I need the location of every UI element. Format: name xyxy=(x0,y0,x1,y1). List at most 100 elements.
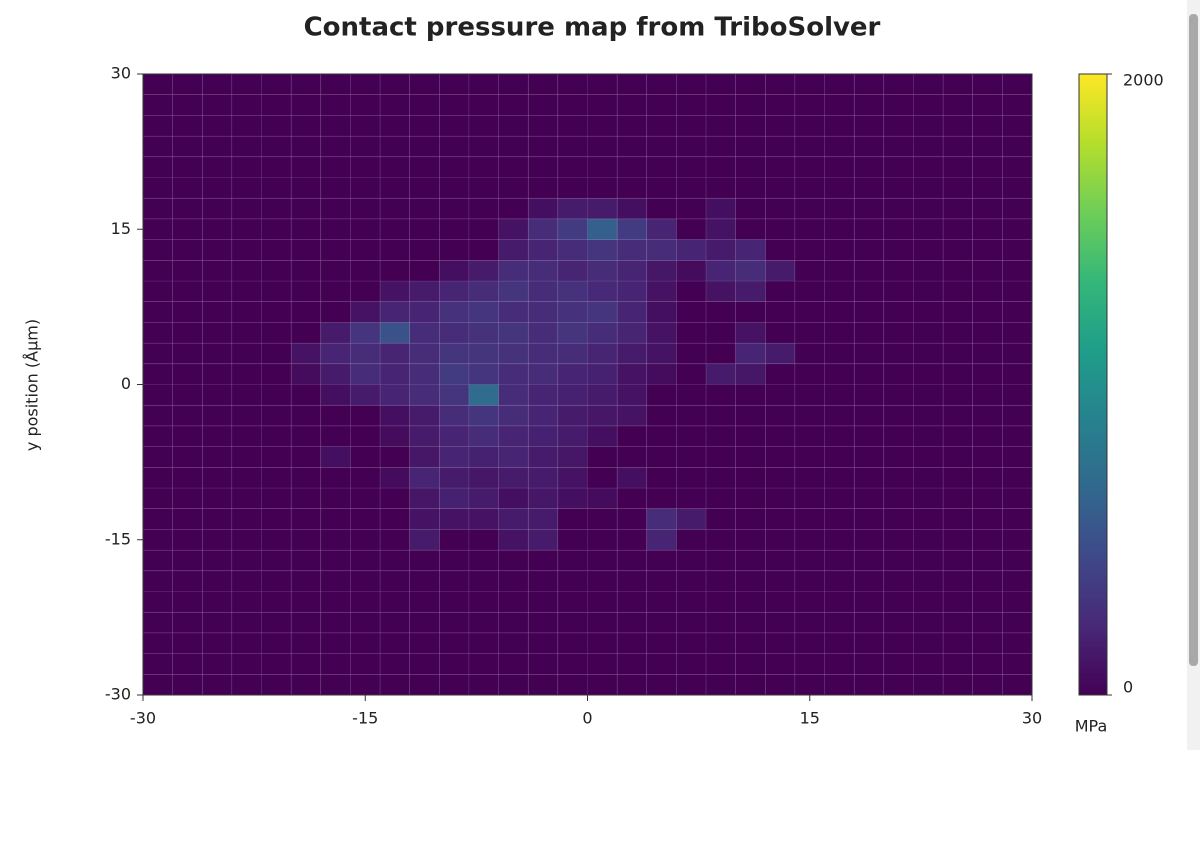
heatmap-cell xyxy=(290,549,322,572)
heatmap-cell xyxy=(972,549,1003,572)
heatmap-cell xyxy=(498,177,529,199)
heatmap-cell xyxy=(1002,446,1033,468)
heatmap-cell xyxy=(705,508,736,530)
heatmap-cell xyxy=(972,73,1003,96)
heatmap-cell xyxy=(794,570,825,592)
heatmap-cell xyxy=(142,177,173,199)
heatmap-cell xyxy=(439,425,470,447)
heatmap-cell xyxy=(705,156,736,178)
heatmap-cell xyxy=(913,466,944,489)
heatmap-cell xyxy=(172,115,203,137)
heatmap-cell xyxy=(913,570,944,592)
heatmap-cell xyxy=(409,363,440,385)
heatmap-cell xyxy=(350,425,381,447)
heatmap-cell xyxy=(883,549,914,572)
heatmap-cell xyxy=(1002,322,1033,344)
heatmap-cell xyxy=(409,446,440,468)
heatmap-cell xyxy=(853,177,885,199)
heatmap-cell xyxy=(172,446,203,468)
heatmap-cell xyxy=(676,570,707,592)
heatmap-cell xyxy=(942,549,974,572)
heatmap-cell xyxy=(201,239,233,261)
heatmap-cell xyxy=(231,280,262,303)
colorbar-tick-label: 0 xyxy=(1123,678,1133,697)
heatmap-cell xyxy=(972,197,1003,220)
heatmap-cell xyxy=(261,177,292,199)
heatmap-cell xyxy=(853,425,885,447)
scrollbar-thumb[interactable] xyxy=(1189,14,1198,666)
heatmap-cell xyxy=(290,94,322,116)
heatmap-cell xyxy=(409,177,440,199)
heatmap-cell xyxy=(350,611,381,634)
heatmap-cell xyxy=(942,135,974,158)
heatmap-cell xyxy=(764,156,796,178)
heatmap-cell xyxy=(587,342,618,365)
heatmap-cell xyxy=(201,591,233,613)
heatmap-cell xyxy=(261,384,292,406)
heatmap-cell xyxy=(201,115,233,137)
heatmap-cell xyxy=(853,94,885,116)
heatmap-cell xyxy=(705,425,736,447)
heatmap-cell xyxy=(231,591,262,613)
heatmap-cell xyxy=(646,135,677,158)
x-tick-label: 0 xyxy=(582,709,592,728)
heatmap-cell xyxy=(705,239,736,261)
heatmap-cell xyxy=(409,632,440,654)
heatmap-cell xyxy=(587,549,618,572)
heatmap-cell xyxy=(1002,591,1033,613)
heatmap-cell xyxy=(261,404,292,427)
heatmap-cell xyxy=(646,466,677,489)
y-tick-label: 0 xyxy=(121,374,131,393)
heatmap-cell xyxy=(142,363,173,385)
heatmap-cell xyxy=(201,570,233,592)
heatmap-cell xyxy=(172,363,203,385)
heatmap-cell xyxy=(735,404,766,427)
heatmap-cell xyxy=(1002,239,1033,261)
heatmap-cell xyxy=(290,653,322,675)
heatmap-cell xyxy=(824,529,855,551)
heatmap-cell xyxy=(853,197,885,220)
heatmap-cell xyxy=(913,591,944,613)
heatmap-cell xyxy=(972,446,1003,468)
heatmap-cell xyxy=(290,632,322,654)
heatmap-cell xyxy=(350,404,381,427)
heatmap-cell xyxy=(468,673,499,696)
heatmap-cell xyxy=(350,94,381,116)
heatmap-cell xyxy=(883,487,914,510)
heatmap-cell xyxy=(379,342,411,365)
heatmap-cell xyxy=(1002,363,1033,385)
heatmap-cell xyxy=(824,259,855,282)
heatmap-cell xyxy=(557,218,588,240)
heatmap-cell xyxy=(853,653,885,675)
heatmap-cell xyxy=(913,94,944,116)
heatmap-cell xyxy=(705,673,736,696)
heatmap-cell xyxy=(290,591,322,613)
heatmap-cell xyxy=(972,653,1003,675)
heatmap-cell xyxy=(1002,218,1033,240)
heatmap-cell xyxy=(409,156,440,178)
heatmap-cell xyxy=(824,156,855,178)
heatmap-cell xyxy=(883,218,914,240)
heatmap-cell xyxy=(261,363,292,385)
heatmap-cell xyxy=(468,570,499,592)
heatmap-cell xyxy=(764,466,796,489)
colorbar xyxy=(1078,73,1108,696)
heatmap-cell xyxy=(942,673,974,696)
heatmap-cell xyxy=(320,508,351,530)
heatmap-cell xyxy=(676,94,707,116)
heatmap-cell xyxy=(1002,259,1033,282)
heatmap-cell xyxy=(883,446,914,468)
heatmap-cell xyxy=(942,446,974,468)
heatmap-cell xyxy=(142,197,173,220)
heatmap-cell xyxy=(676,259,707,282)
heatmap-cell xyxy=(379,94,411,116)
heatmap-cell xyxy=(201,73,233,96)
heatmap-cell xyxy=(201,508,233,530)
heatmap-cell xyxy=(735,73,766,96)
heatmap-cell xyxy=(764,94,796,116)
heatmap-cell xyxy=(557,653,588,675)
heatmap-cell xyxy=(587,673,618,696)
heatmap-cell xyxy=(350,591,381,613)
heatmap-cell xyxy=(853,363,885,385)
